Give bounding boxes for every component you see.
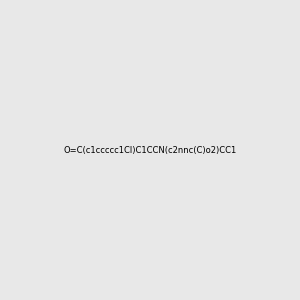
Text: O=C(c1ccccc1Cl)C1CCN(c2nnc(C)o2)CC1: O=C(c1ccccc1Cl)C1CCN(c2nnc(C)o2)CC1 [63, 146, 237, 154]
